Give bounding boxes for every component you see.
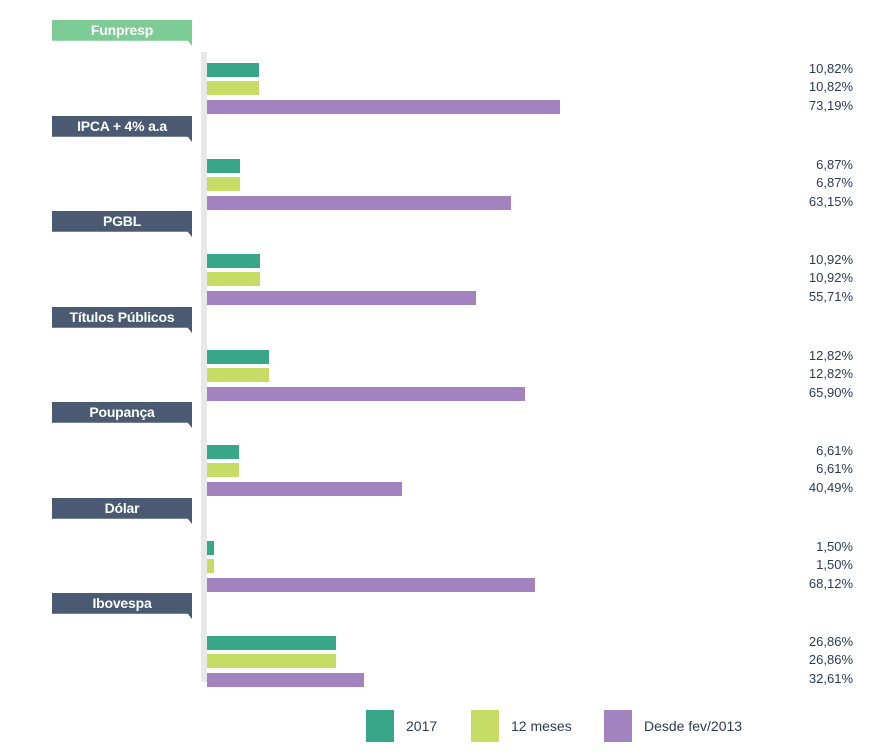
bar-pgbl-2017	[207, 254, 260, 268]
chart-axis-line	[201, 52, 207, 682]
category-label-text: Poupança	[89, 404, 155, 420]
bar-dolar-desde-fev-2013	[207, 578, 536, 592]
category-label-funpresp: Funpresp	[52, 20, 192, 46]
value-label-ibovespa-desde-fev-2013: 32,61%	[808, 671, 853, 686]
category-label-titulos-publicos: Títulos Públicos	[52, 307, 192, 333]
value-label-dolar-12-meses: 1,50%	[816, 557, 853, 572]
chart-legend: 2017 12 meses Desde fev/2013	[0, 710, 879, 744]
bar-ipca-4-a-a-2017	[207, 159, 241, 173]
value-label-titulos-publicos-desde-fev-2013: 65,90%	[808, 385, 853, 400]
legend-label-2017: 2017	[406, 718, 438, 734]
bar-poupanca-2017	[207, 445, 239, 459]
bar-ibovespa-desde-fev-2013	[207, 673, 365, 687]
value-label-ipca-4-a-a-12-meses: 6,87%	[816, 175, 853, 190]
category-label-text: PGBL	[102, 213, 142, 229]
bar-pgbl-12-meses	[207, 272, 260, 286]
bar-titulos-publicos-12-meses	[207, 368, 269, 382]
value-label-dolar-desde-fev-2013: 68,12%	[808, 576, 853, 591]
value-label-titulos-publicos-2017: 12,82%	[808, 348, 853, 363]
legend-swatch-12-meses	[471, 710, 499, 742]
legend-swatch-desde-fev-2013	[604, 710, 632, 742]
bar-dolar-2017	[207, 541, 215, 555]
bar-poupanca-desde-fev-2013	[207, 482, 403, 496]
value-label-poupanca-12-meses: 6,61%	[816, 461, 853, 476]
value-label-ipca-4-a-a-2017: 6,87%	[816, 157, 853, 172]
value-label-funpresp-12-meses: 10,82%	[808, 79, 853, 94]
category-label-poupanca: Poupança	[52, 402, 192, 428]
value-label-ipca-4-a-a-desde-fev-2013: 63,15%	[808, 194, 853, 209]
bar-poupanca-12-meses	[207, 463, 239, 477]
legend-swatch-2017	[366, 710, 394, 742]
legend-label-12-meses: 12 meses	[511, 718, 572, 734]
legend-label-desde-fev-2013: Desde fev/2013	[644, 718, 743, 734]
category-label-dolar: Dólar	[52, 498, 192, 524]
bar-titulos-publicos-desde-fev-2013	[207, 387, 525, 401]
category-label-text: Títulos Públicos	[69, 309, 175, 325]
bar-funpresp-desde-fev-2013	[207, 100, 560, 114]
bar-dolar-12-meses	[207, 559, 215, 573]
bar-ipca-4-a-a-desde-fev-2013	[207, 196, 512, 210]
category-label-text: Ibovespa	[92, 595, 152, 611]
bar-titulos-publicos-2017	[207, 350, 269, 364]
value-label-dolar-2017: 1,50%	[816, 539, 853, 554]
bar-ibovespa-12-meses	[207, 654, 337, 668]
category-label-ibovespa: Ibovespa	[52, 593, 192, 619]
category-label-ipca-4-a-a: IPCA + 4% a.a	[52, 116, 192, 142]
category-label-text: Funpresp	[90, 22, 154, 38]
category-label-pgbl: PGBL	[52, 211, 192, 237]
value-label-pgbl-desde-fev-2013: 55,71%	[808, 289, 853, 304]
bar-ipca-4-a-a-12-meses	[207, 177, 241, 191]
value-label-pgbl-12-meses: 10,92%	[808, 270, 853, 285]
category-label-text: Dólar	[104, 500, 140, 516]
value-label-poupanca-2017: 6,61%	[816, 443, 853, 458]
value-label-funpresp-2017: 10,82%	[808, 61, 853, 76]
category-label-text: IPCA + 4% a.a	[77, 118, 167, 134]
bar-funpresp-12-meses	[207, 81, 260, 95]
value-label-ibovespa-2017: 26,86%	[808, 634, 853, 649]
bar-ibovespa-2017	[207, 636, 337, 650]
value-label-poupanca-desde-fev-2013: 40,49%	[808, 480, 853, 495]
bar-pgbl-desde-fev-2013	[207, 291, 476, 305]
value-label-titulos-publicos-12-meses: 12,82%	[808, 366, 853, 381]
bar-funpresp-2017	[207, 63, 260, 77]
value-label-ibovespa-12-meses: 26,86%	[808, 652, 853, 667]
value-label-funpresp-desde-fev-2013: 73,19%	[808, 98, 853, 113]
value-label-pgbl-2017: 10,92%	[808, 252, 853, 267]
